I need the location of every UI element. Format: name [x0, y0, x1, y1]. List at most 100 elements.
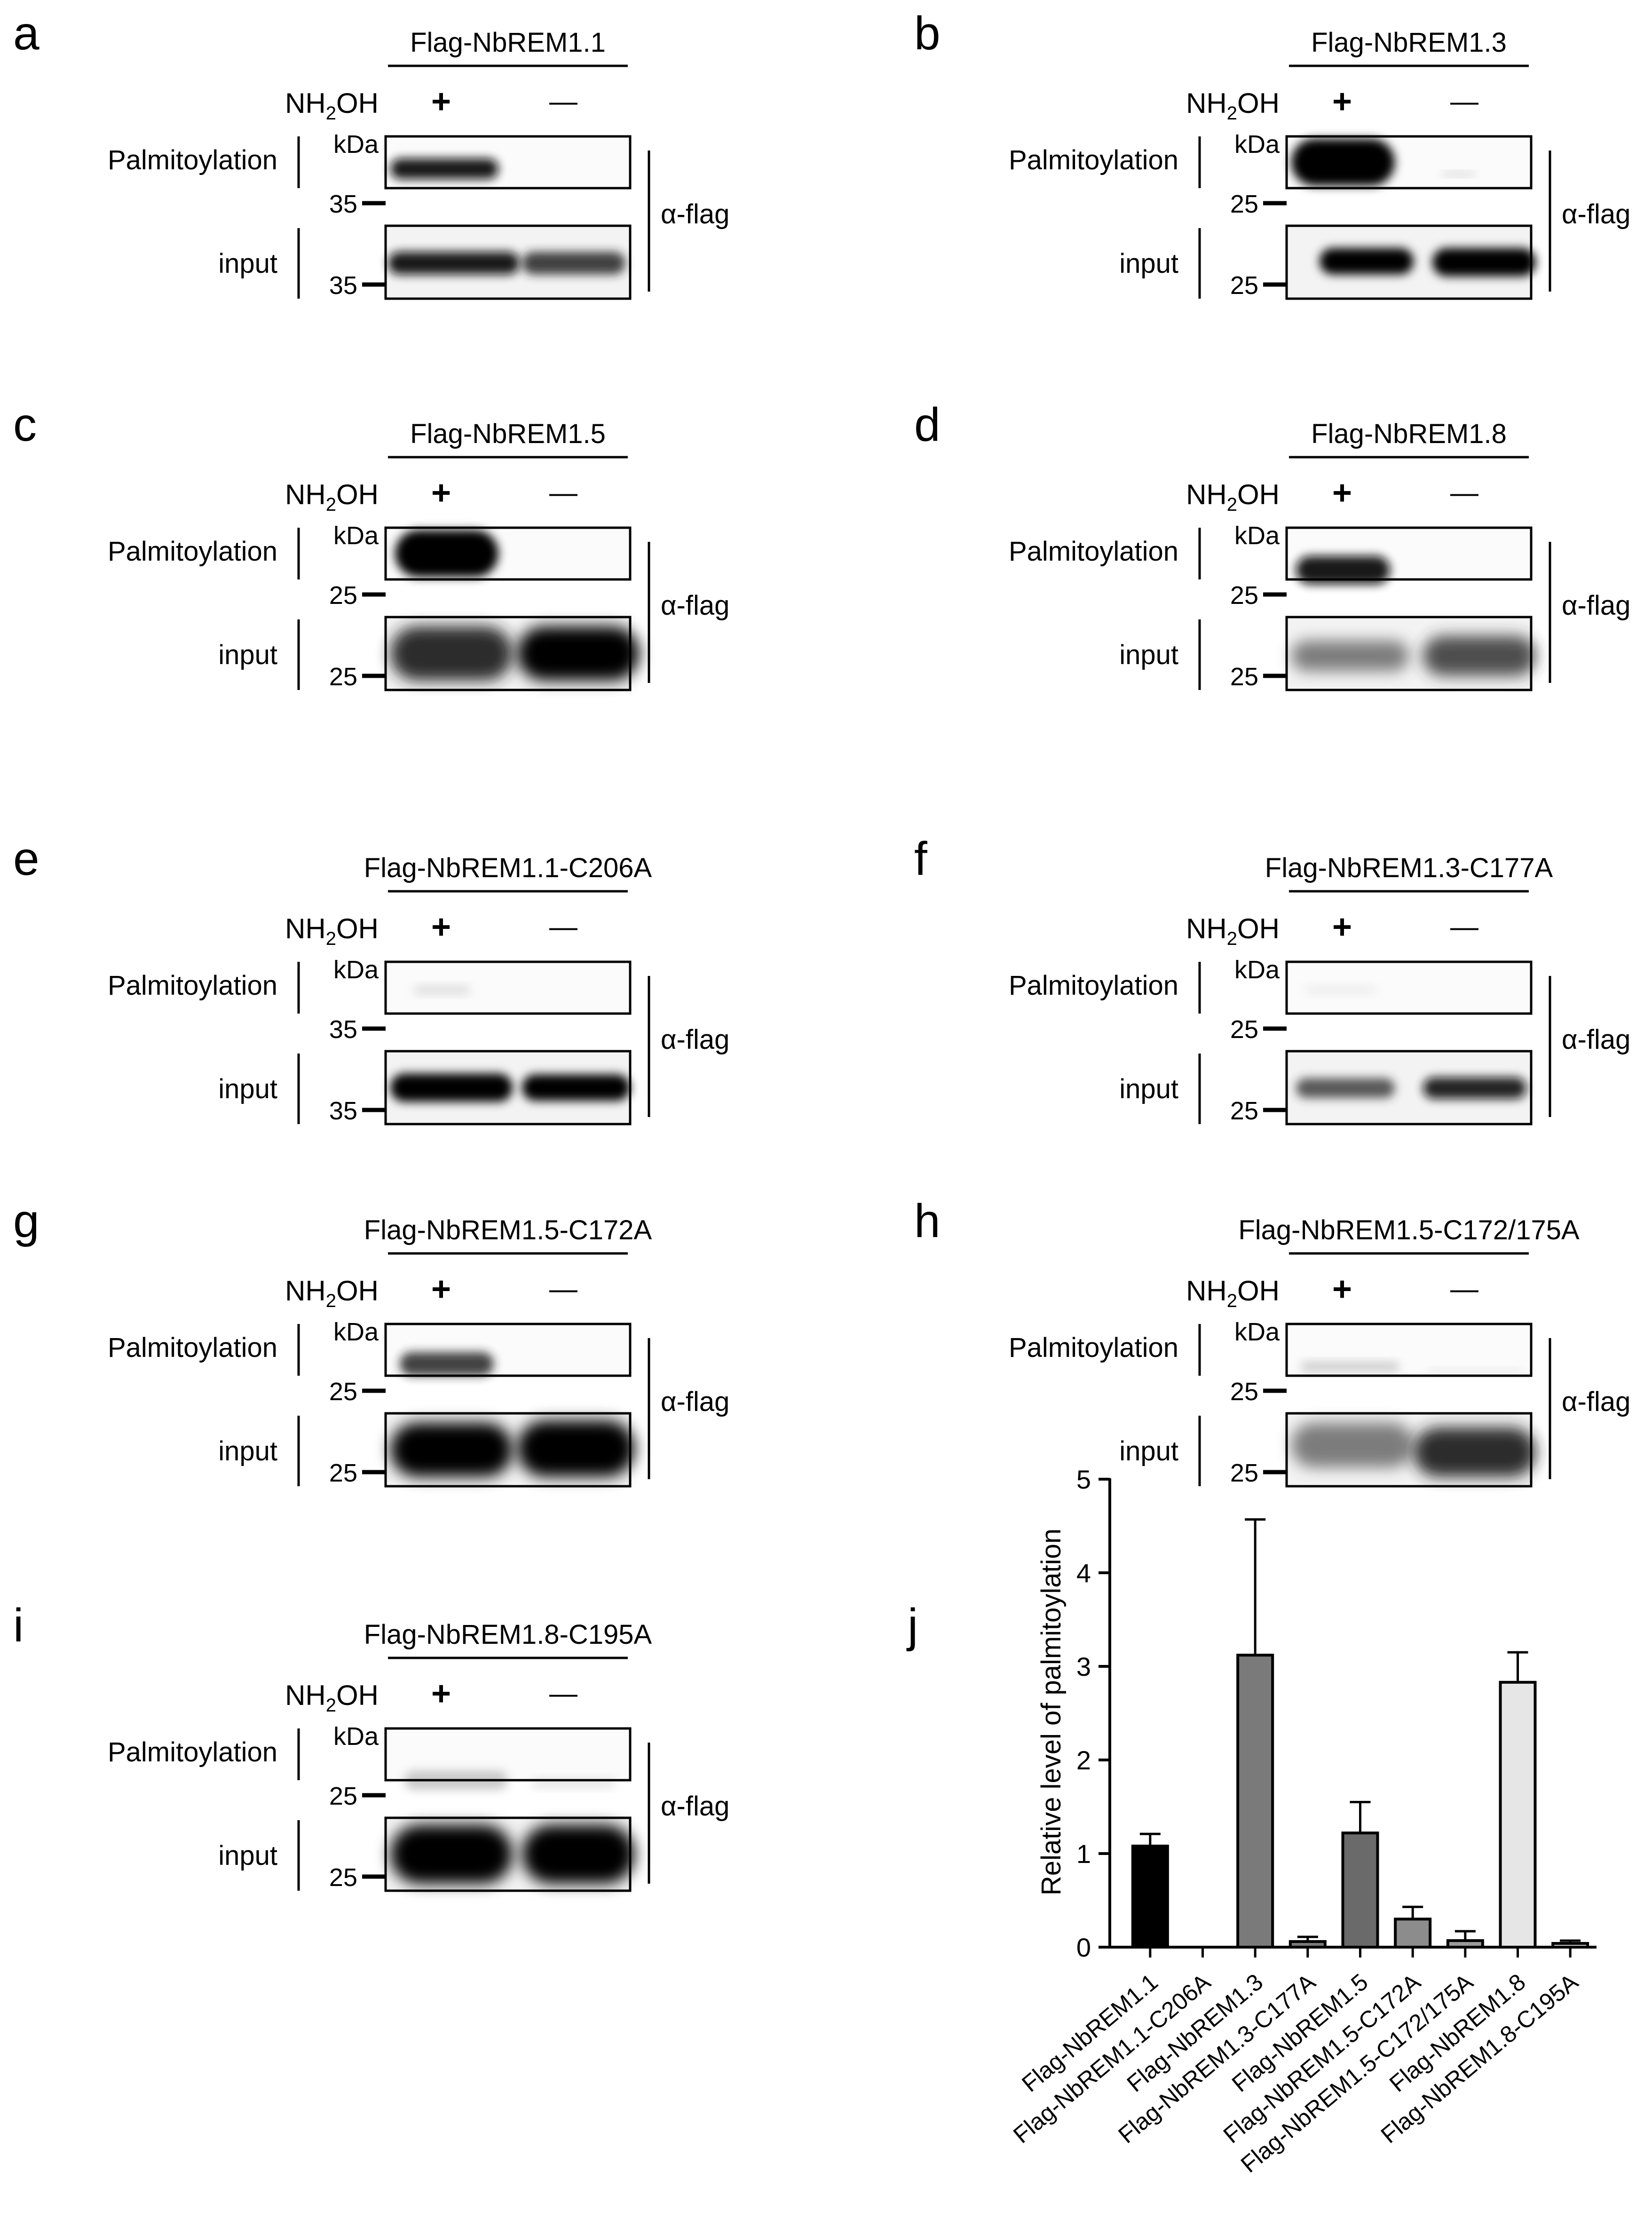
protein-band — [395, 530, 498, 577]
protein-band — [390, 626, 513, 681]
treatment-label-sub: 2 — [326, 1291, 336, 1311]
kda-unit: kDa — [1234, 956, 1280, 984]
protein-band — [1291, 641, 1409, 671]
minus-sign: — — [549, 86, 577, 117]
protein-band — [517, 1420, 635, 1477]
treatment-label: NH2OH — [1186, 479, 1280, 515]
bar — [1131, 1845, 1169, 1949]
panel-letter: g — [13, 1195, 40, 1247]
protein-band — [1423, 636, 1536, 676]
blot-panel-i: i Flag-NbREM1.8-C195A NH2OH + — Palmitoylatio… — [13, 1599, 729, 1892]
bar — [1499, 1680, 1537, 1949]
protein-band — [1414, 1427, 1536, 1477]
row-label-palmitoylation: Palmitoylation — [108, 145, 277, 175]
marker-input: 25 — [1230, 663, 1258, 691]
protein-band — [390, 1073, 513, 1102]
treatment-label-sub: 2 — [326, 103, 336, 124]
treatment-label-head: NH — [1186, 913, 1227, 944]
antibody-label: α-flag — [1562, 590, 1630, 621]
treatment-label-tail: OH — [336, 1275, 379, 1307]
minus-sign: — — [549, 1273, 577, 1305]
marker-input: 25 — [329, 1863, 357, 1892]
kda-unit: kDa — [333, 130, 379, 159]
row-label-palmitoylation: Palmitoylation — [108, 970, 277, 1001]
antibody-label: α-flag — [661, 1387, 729, 1417]
minus-sign: — — [549, 477, 577, 508]
marker-input: 25 — [329, 1459, 357, 1487]
treatment-label: NH2OH — [285, 913, 379, 949]
antibody-label: α-flag — [1562, 199, 1630, 230]
kda-unit: kDa — [333, 1722, 379, 1751]
treatment-label-tail: OH — [1237, 87, 1280, 119]
construct-title: Flag-NbREM1.8 — [1311, 419, 1507, 449]
bar — [1341, 1831, 1379, 1949]
treatment-label: NH2OH — [1186, 1275, 1280, 1311]
treatment-label-head: NH — [1186, 479, 1227, 510]
plus-sign: + — [431, 474, 451, 512]
row-label-input: input — [218, 248, 277, 279]
panel-letter: c — [13, 398, 37, 451]
blot-panel-e: e Flag-NbREM1.1-C206A NH2OH + — Palmitoylatio… — [13, 832, 729, 1125]
construct-title: Flag-NbREM1.5-C172/175A — [1238, 1215, 1580, 1245]
row-label-input: input — [1119, 1436, 1178, 1466]
panel-letter: f — [914, 832, 927, 885]
marker-input: 25 — [1230, 1097, 1258, 1125]
panel-letter: b — [914, 7, 941, 60]
kda-unit: kDa — [333, 1318, 379, 1346]
protein-band — [414, 985, 470, 995]
row-label-palmitoylation: Palmitoylation — [1009, 145, 1178, 175]
treatment-label-tail: OH — [336, 87, 379, 119]
treatment-label-tail: OH — [1237, 913, 1280, 944]
marker-input: 35 — [329, 1097, 357, 1125]
plus-sign: + — [1332, 83, 1352, 120]
membrane-border — [384, 960, 632, 1015]
y-tick-label: 1 — [1076, 1839, 1091, 1869]
blot-panel-h: h Flag-NbREM1.5-C172/175A NH2OH + — Palmitoyl… — [914, 1195, 1630, 1488]
blot-panel-c: c Flag-NbREM1.5 NH2OH + — Palmitoylation input… — [13, 398, 729, 691]
marker-input: 35 — [329, 271, 357, 300]
protein-band — [1296, 556, 1390, 584]
treatment-label: NH2OH — [285, 1680, 379, 1716]
marker-palmitoylation: 25 — [329, 581, 357, 610]
treatment-label-head: NH — [285, 913, 326, 944]
row-label-input: input — [218, 1840, 277, 1871]
row-label-palmitoylation: Palmitoylation — [1009, 1332, 1178, 1363]
protein-band — [1428, 1369, 1522, 1374]
minus-sign: — — [549, 1678, 577, 1709]
blot-panel-d: d Flag-NbREM1.8 NH2OH + — Palmitoylation input… — [914, 398, 1630, 691]
construct-title: Flag-NbREM1.3 — [1311, 27, 1507, 58]
antibody-label: α-flag — [1562, 1024, 1630, 1055]
treatment-label-tail: OH — [336, 479, 379, 510]
treatment-label-tail: OH — [1237, 479, 1280, 510]
membrane-border — [384, 135, 632, 190]
panel-letter: j — [906, 1599, 918, 1652]
minus-sign: — — [1450, 1273, 1478, 1305]
protein-band — [390, 159, 498, 179]
blot-panel-g: g Flag-NbREM1.5-C172A NH2OH + — Palmitoylatio… — [13, 1195, 729, 1488]
row-label-palmitoylation: Palmitoylation — [1009, 970, 1178, 1001]
membrane-border — [1285, 1412, 1533, 1488]
construct-title: Flag-NbREM1.5 — [410, 419, 606, 449]
construct-title: Flag-NbREM1.8-C195A — [364, 1619, 652, 1650]
marker-palmitoylation: 25 — [1230, 581, 1258, 610]
treatment-label: NH2OH — [285, 1275, 379, 1311]
row-label-input: input — [1119, 248, 1178, 279]
blot-panel-b: b Flag-NbREM1.3 NH2OH + — Palmitoylation input… — [914, 7, 1630, 300]
antibody-label: α-flag — [661, 590, 729, 621]
row-label-palmitoylation: Palmitoylation — [108, 1332, 277, 1363]
membrane-border — [1285, 135, 1533, 190]
kda-unit: kDa — [1234, 130, 1280, 159]
membrane-border — [1285, 1323, 1533, 1377]
row-label-palmitoylation: Palmitoylation — [108, 536, 277, 567]
treatment-label-sub: 2 — [1227, 928, 1237, 949]
membrane-border — [1285, 1050, 1533, 1125]
marker-input: 25 — [1230, 271, 1258, 300]
membrane-border — [1285, 526, 1533, 581]
protein-band — [522, 252, 625, 275]
treatment-label: NH2OH — [1186, 87, 1280, 124]
protein-band — [522, 1074, 630, 1101]
construct-title: Flag-NbREM1.5-C172A — [364, 1215, 652, 1245]
y-tick-label: 3 — [1076, 1652, 1091, 1681]
